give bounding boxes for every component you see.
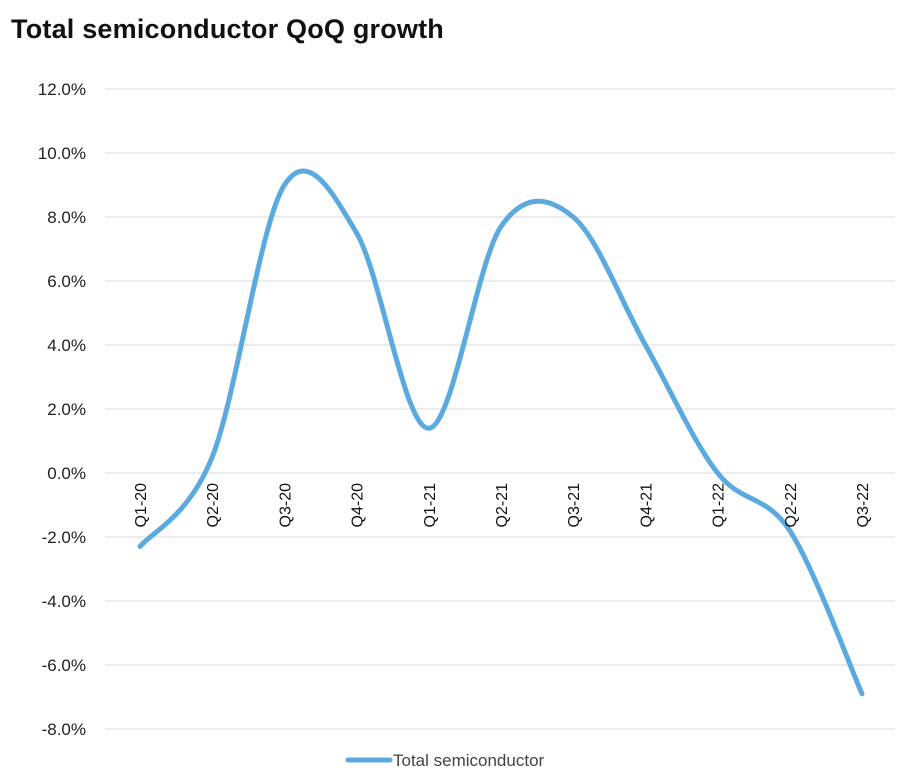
y-tick-label: -8.0%: [42, 720, 86, 739]
x-tick-label: Q1-20: [133, 483, 150, 528]
x-axis-category-labels: Q1-20 Q2-20 Q3-20 Q4-20 Q1-21 Q2-21 Q3-21 Q4-21…: [133, 483, 872, 528]
y-axis-tick-labels: 12.0% 10.0% 8.0% 6.0% 4.0% 2.0% 0.0% -2.0% -4.0%…: [38, 80, 86, 739]
x-tick-label: Q2-20: [205, 483, 222, 528]
x-tick-label: Q3-22: [855, 483, 872, 528]
x-tick-label: Q2-22: [783, 483, 800, 528]
x-tick-label: Q4-20: [350, 483, 367, 528]
x-tick-label: Q1-21: [422, 483, 439, 528]
series-lines: [137, 168, 865, 697]
y-tick-label: 2.0%: [47, 400, 86, 419]
y-tick-label: 0.0%: [47, 464, 86, 483]
y-tick-label: -2.0%: [42, 528, 86, 547]
y-tick-label: 12.0%: [38, 80, 86, 99]
y-tick-label: -6.0%: [42, 656, 86, 675]
chart-title: Total semiconductor QoQ growth: [11, 14, 445, 44]
y-tick-label: 10.0%: [38, 144, 86, 163]
y-tick-label: 4.0%: [47, 336, 86, 355]
y-tick-label: -4.0%: [42, 592, 86, 611]
x-tick-label: Q4-21: [638, 483, 655, 528]
x-tick-label: Q3-20: [277, 483, 294, 528]
gridlines: [105, 88, 895, 730]
y-tick-label: 6.0%: [47, 272, 86, 291]
series-line-total-semiconductor: [137, 168, 865, 697]
legend: Total semiconductor: [345, 751, 545, 770]
x-tick-label: Q1-22: [711, 483, 728, 528]
y-tick-label: 8.0%: [47, 208, 86, 227]
legend-label: Total semiconductor: [393, 751, 545, 770]
x-tick-label: Q2-21: [494, 483, 511, 528]
x-tick-label: Q3-21: [566, 483, 583, 528]
